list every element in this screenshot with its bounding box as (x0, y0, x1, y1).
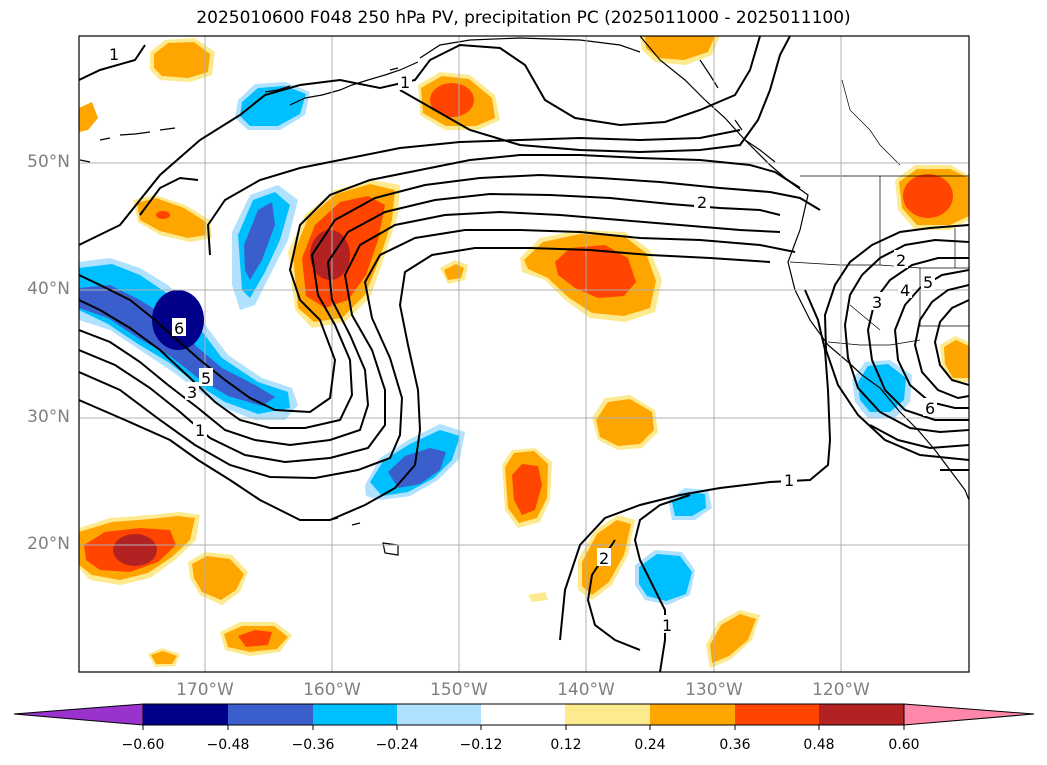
svg-text:6: 6 (174, 319, 184, 338)
colorbar-tick-label: −0.12 (459, 737, 503, 753)
positive-anomaly-shading (79, 36, 969, 668)
colorbar-bin (650, 704, 736, 725)
colorbar-tick-label: 0.48 (803, 737, 835, 753)
lon-label-130w: 130°W (685, 680, 743, 700)
colorbar-tick-label: 0.60 (888, 737, 920, 753)
colorbar-extend-low (13, 703, 144, 726)
map-frame (78, 35, 970, 673)
colorbar-tick-label: 0.24 (634, 737, 666, 753)
graticule (79, 36, 969, 672)
colorbar-bin (735, 704, 820, 725)
colorbar-bin (143, 704, 229, 725)
colorbar (13, 703, 1035, 730)
svg-text:1: 1 (784, 471, 794, 490)
lat-label-20n: 20°N (27, 534, 70, 554)
lat-label-30n: 30°N (27, 407, 70, 427)
svg-text:1: 1 (109, 45, 119, 64)
lon-label-150w: 150°W (430, 680, 488, 700)
lon-label-140w: 140°W (557, 680, 615, 700)
colorbar-tick-label: 0.36 (719, 737, 751, 753)
svg-text:2: 2 (697, 193, 707, 212)
colorbar-tick-label: −0.36 (291, 737, 335, 753)
colorbar-bin (819, 704, 905, 725)
colorbar-bin (228, 704, 314, 725)
svg-text:3: 3 (187, 383, 197, 402)
colorbar-extend-high (903, 703, 1035, 726)
lon-label-120w: 120°W (812, 680, 870, 700)
svg-text:6: 6 (925, 399, 935, 418)
pv-contour-labels: 1 1 2 1 2 2 3 4 5 1 1 3 5 6 (107, 44, 937, 635)
svg-text:1: 1 (400, 73, 410, 92)
map-title: 2025010600 F048 250 hPa PV, precipitatio… (196, 8, 851, 28)
svg-text:1: 1 (662, 616, 672, 635)
colorbar-bin (481, 704, 566, 725)
svg-text:2: 2 (599, 549, 609, 568)
colorbar-bin (313, 704, 398, 725)
svg-text:1: 1 (195, 421, 205, 440)
lat-label-40n: 40°N (27, 279, 70, 299)
lon-label-170w: 170°W (176, 680, 234, 700)
colorbar-tick-label: −0.48 (206, 737, 250, 753)
colorbar-tick-label: −0.60 (121, 737, 165, 753)
lon-label-160w: 160°W (303, 680, 361, 700)
svg-text:4: 4 (900, 281, 910, 300)
colorbar-tick-label: −0.24 (375, 737, 419, 753)
map-area: 1 1 2 1 2 2 3 4 5 1 1 3 5 6 (79, 36, 969, 672)
svg-text:3: 3 (872, 293, 882, 312)
colorbar-tick-label: 0.12 (550, 737, 582, 753)
colorbar-bin (565, 704, 651, 725)
precip-shading (79, 36, 969, 668)
svg-text:2: 2 (896, 251, 906, 270)
svg-text:5: 5 (201, 369, 211, 388)
lat-label-50n: 50°N (27, 152, 70, 172)
svg-text:5: 5 (923, 273, 933, 292)
colorbar-bin (397, 704, 482, 725)
